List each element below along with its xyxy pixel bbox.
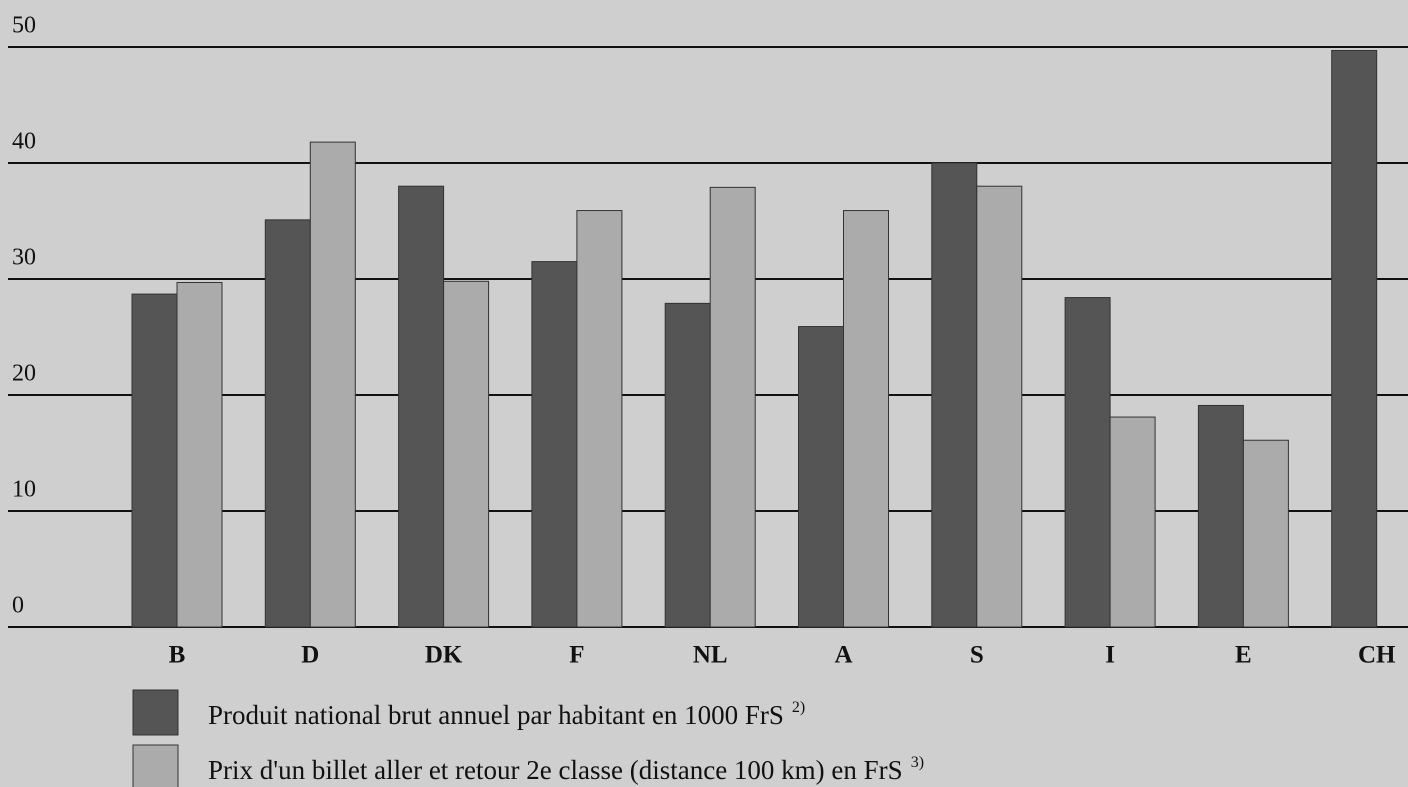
bar bbox=[1331, 49, 1378, 628]
legend-swatch bbox=[132, 689, 179, 736]
x-tick-label: A bbox=[834, 642, 852, 669]
bar bbox=[1109, 416, 1156, 628]
bar bbox=[1064, 297, 1111, 628]
bar bbox=[531, 261, 578, 628]
y-tick-label: 50 bbox=[12, 13, 36, 39]
x-tick-label: E bbox=[1235, 642, 1252, 669]
y-tick-label: 20 bbox=[12, 361, 36, 387]
bar bbox=[1242, 439, 1289, 628]
x-tick-label: DK bbox=[425, 642, 463, 669]
bar bbox=[309, 141, 356, 628]
bar bbox=[709, 186, 756, 628]
legend-note: 3) bbox=[911, 754, 924, 771]
bar bbox=[976, 185, 1023, 628]
y-tick-label: 40 bbox=[12, 129, 36, 155]
x-tick-label: B bbox=[169, 642, 186, 669]
bar bbox=[176, 281, 223, 628]
legend-swatch bbox=[132, 744, 179, 787]
bar bbox=[843, 210, 889, 628]
legend-label: Produit national brut annuel par habitan… bbox=[208, 699, 805, 731]
bar bbox=[131, 293, 178, 628]
bar bbox=[443, 280, 490, 628]
bar bbox=[798, 326, 844, 628]
legend-name: Prix d'un billet aller et retour 2e clas… bbox=[208, 755, 903, 785]
bar bbox=[398, 185, 445, 628]
x-tick-label: D bbox=[301, 642, 319, 669]
x-tick-label: I bbox=[1105, 642, 1115, 669]
legend-label: Prix d'un billet aller et retour 2e clas… bbox=[208, 754, 924, 786]
bar bbox=[576, 210, 623, 628]
legend-name: Produit national brut annuel par habitan… bbox=[208, 700, 784, 730]
y-tick-label: 30 bbox=[12, 245, 36, 271]
x-tick-label: F bbox=[569, 642, 584, 669]
x-tick-label: NL bbox=[693, 642, 728, 669]
y-tick-label: 0 bbox=[12, 593, 24, 619]
x-tick-label: CH bbox=[1358, 642, 1396, 669]
legend-note: 2) bbox=[792, 699, 805, 716]
y-tick-label: 10 bbox=[12, 477, 36, 503]
bar bbox=[1197, 404, 1244, 628]
bar bbox=[264, 219, 311, 628]
x-tick-label: S bbox=[970, 642, 984, 669]
bar bbox=[664, 302, 711, 628]
bar bbox=[931, 162, 978, 628]
